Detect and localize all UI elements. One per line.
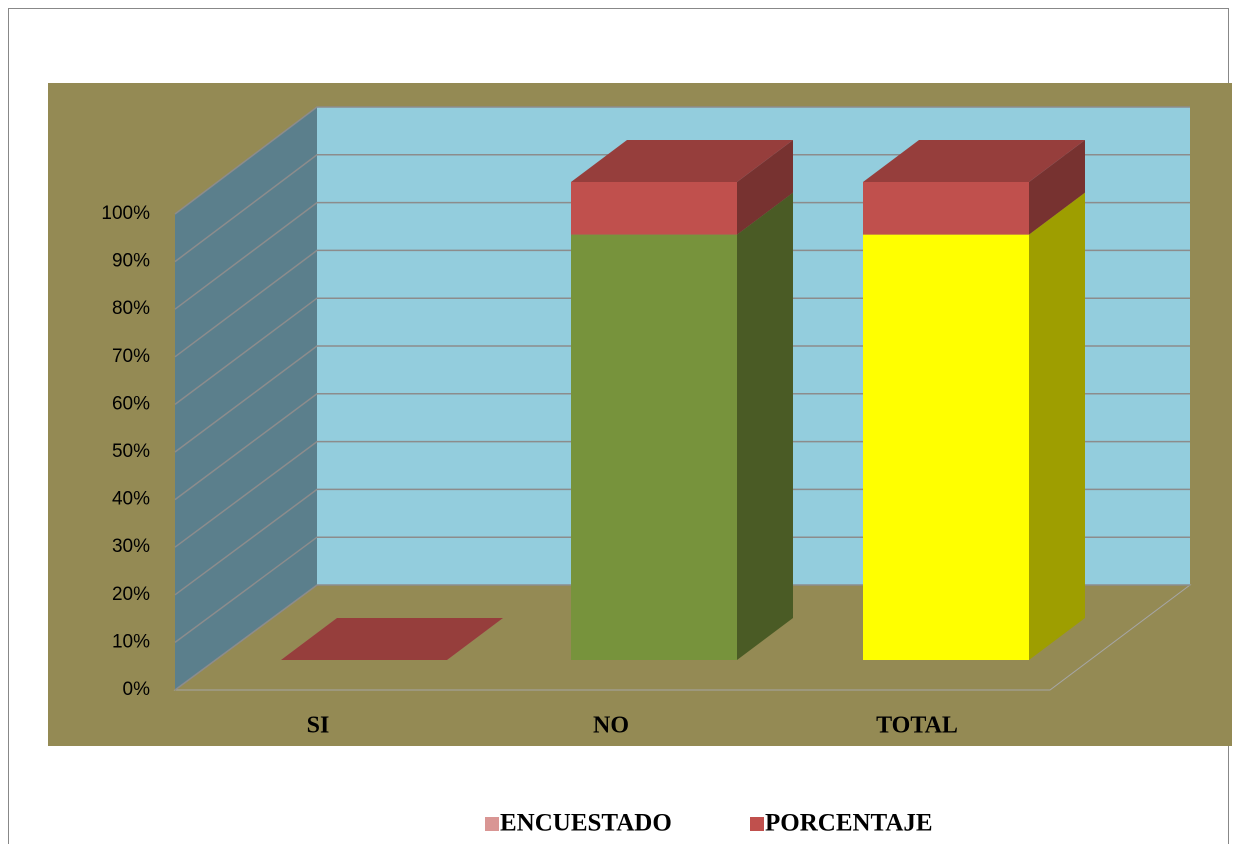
bar-front [571,234,737,660]
y-tick-label: 90% [112,251,150,272]
bar-top [863,140,1085,182]
y-tick-label: 10% [112,631,150,652]
bar-top [571,140,793,182]
bar-front [571,182,737,235]
y-tick-label: 20% [112,584,150,605]
y-tick-label: 0% [123,679,151,700]
bar-top [281,618,503,660]
bar-side [1029,192,1085,660]
legend-label: PORCENTAJE [765,810,933,837]
bar-side [737,192,793,660]
legend-swatch [485,817,499,831]
legend-swatch [750,817,764,831]
bar-front [863,182,1029,235]
y-tick-label: 30% [112,536,150,557]
x-tick-label: TOTAL [876,713,958,739]
y-tick-label: 100% [101,203,150,224]
legend-label: ENCUESTADO [500,810,672,837]
x-tick-label: SI [307,713,330,739]
y-tick-label: 40% [112,489,150,510]
y-tick-label: 70% [112,346,150,367]
bar-front [863,234,1029,660]
y-tick-label: 80% [112,298,150,319]
y-tick-label: 60% [112,393,150,414]
bar-side [737,140,793,235]
bar-side [1029,140,1085,235]
y-tick-label: 50% [112,441,150,462]
x-tick-label: NO [593,713,629,739]
grid-line [174,154,1190,263]
grid-line [174,106,1190,215]
